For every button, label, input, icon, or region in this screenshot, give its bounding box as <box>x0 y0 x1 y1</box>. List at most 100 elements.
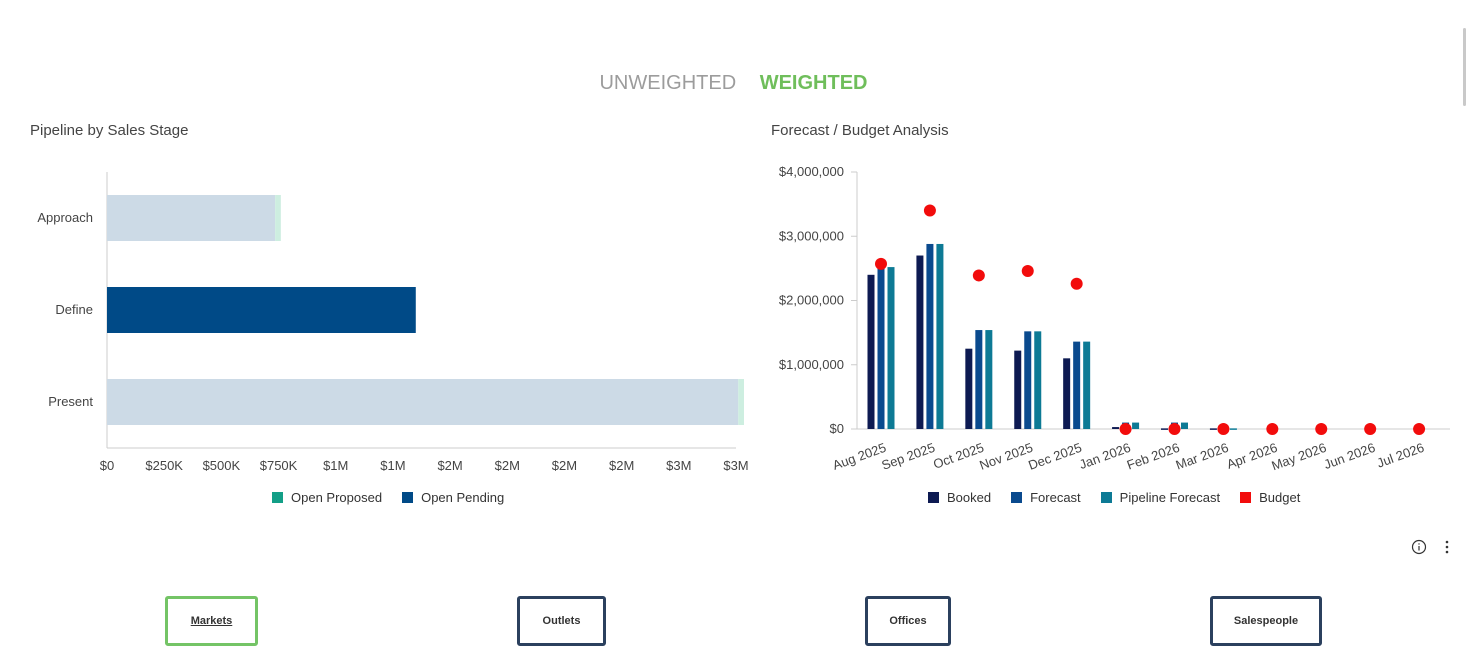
pipeline-chart-title: Pipeline by Sales Stage <box>30 122 189 139</box>
more-vertical-icon[interactable] <box>1438 538 1456 556</box>
x-tick-label: $1M <box>380 458 405 473</box>
forecast-chart: $0 $1,000,000 $2,000,000 $3,000,000 $4,000,0… <box>779 164 1450 473</box>
bar-booked <box>1112 427 1120 429</box>
bar-booked <box>916 255 924 429</box>
bar-pipeline-forecast <box>887 267 895 429</box>
bar-forecast <box>975 330 983 429</box>
budget-point <box>1119 423 1132 435</box>
y-tick-label: $1,000,000 <box>779 357 844 372</box>
legend-label: Pipeline Forecast <box>1119 490 1221 505</box>
tab-markets[interactable]: Markets <box>165 596 258 646</box>
legend-swatch <box>402 492 414 503</box>
bar-pipeline-forecast <box>936 243 944 429</box>
x-tick-label: $2M <box>495 458 520 473</box>
tab-outlets-label: Outlets <box>542 615 581 627</box>
bar-open-pending <box>107 287 416 333</box>
category-label: Present <box>48 394 93 409</box>
tab-outlets[interactable]: Outlets <box>517 596 606 646</box>
tab-salespeople-label: Salespeople <box>1233 615 1299 627</box>
bar-pipeline-forecast <box>1083 341 1091 429</box>
x-tick-label: Mar 2026 <box>1174 440 1231 473</box>
legend-swatch <box>272 492 283 503</box>
y-tick-label: $0 <box>830 421 844 436</box>
legend-item[interactable]: Budget <box>1240 490 1300 505</box>
x-tick-label: Aug 2025 <box>831 440 888 473</box>
legend-item[interactable]: Forecast <box>1011 490 1081 505</box>
bar-booked <box>1161 428 1168 430</box>
bar-booked <box>965 348 973 429</box>
bar-open-proposed <box>738 379 745 425</box>
budget-point <box>1364 423 1377 435</box>
forecast-legend: Booked Forecast Pipeline Forecast Budget <box>928 490 1320 505</box>
bar-forecast <box>1024 331 1032 429</box>
budget-point <box>1413 423 1426 435</box>
scrollbar-thumb[interactable] <box>1463 28 1466 106</box>
legend-label: Forecast <box>1030 490 1081 505</box>
x-tick-label: $2M <box>552 458 577 473</box>
bar-open-pending <box>107 379 739 425</box>
x-tick-label: $1M <box>323 458 348 473</box>
y-tick-label: $4,000,000 <box>779 164 844 179</box>
bar-booked <box>1063 358 1071 429</box>
pipeline-legend: Open Proposed Open Pending <box>272 490 524 505</box>
bar-pipeline-forecast <box>1229 428 1237 430</box>
x-tick-label: $750K <box>260 458 298 473</box>
tab-offices[interactable]: Offices <box>865 596 951 646</box>
legend-label: Booked <box>947 490 992 505</box>
budget-point <box>923 204 936 217</box>
bar-booked <box>1014 350 1022 429</box>
bar-open-proposed <box>275 195 281 241</box>
weighted-toggle[interactable]: WEIGHTED <box>759 72 868 94</box>
x-tick-label: $500K <box>203 458 241 473</box>
x-tick-label: $3M <box>723 458 748 473</box>
y-tick-label: $3,000,000 <box>779 228 844 243</box>
legend-label: Open Proposed <box>291 490 383 505</box>
x-tick-label: Jun 2026 <box>1322 440 1377 472</box>
budget-point <box>875 257 887 270</box>
x-tick-label: Dec 2025 <box>1026 440 1083 473</box>
legend-swatch <box>928 492 939 503</box>
x-tick-label: Jul 2026 <box>1375 440 1426 471</box>
bar-forecast <box>877 267 885 429</box>
y-tick-label: $2,000,000 <box>779 293 844 308</box>
info-icon[interactable] <box>1410 538 1428 556</box>
budget-point <box>1070 277 1083 290</box>
category-label: Define <box>55 302 93 317</box>
x-tick-label: $0 <box>100 458 114 473</box>
budget-point <box>1168 423 1181 435</box>
legend-swatch <box>1100 492 1112 503</box>
budget-point <box>972 269 985 282</box>
legend-label: Budget <box>1259 490 1301 505</box>
bar-pipeline-forecast <box>1181 422 1188 429</box>
x-tick-label: Oct 2025 <box>931 440 986 472</box>
budget-point <box>1315 423 1328 435</box>
budget-point <box>1266 423 1279 435</box>
x-tick-label: Sep 2025 <box>879 440 936 473</box>
x-tick-label: $3M <box>666 458 691 473</box>
budget-point <box>1021 264 1034 277</box>
x-tick-label: $2M <box>437 458 462 473</box>
legend-label: Open Pending <box>421 490 505 505</box>
legend-item[interactable]: Open Pending <box>402 490 504 505</box>
bar-pipeline-forecast <box>1034 331 1042 429</box>
tab-markets-label: Markets <box>190 615 233 627</box>
x-tick-label: Nov 2025 <box>977 440 1034 473</box>
pipeline-chart: Approach Define Present $0 $250K $500K $750K $1… <box>37 172 749 473</box>
budget-point <box>1217 423 1230 435</box>
category-label: Approach <box>37 210 93 225</box>
x-tick-label: $2M <box>609 458 634 473</box>
legend-swatch <box>1240 492 1252 503</box>
x-tick-label: Apr 2026 <box>1225 440 1280 472</box>
legend-item[interactable]: Pipeline Forecast <box>1100 490 1221 505</box>
bar-forecast <box>1073 341 1081 429</box>
legend-item[interactable]: Open Proposed <box>272 490 382 505</box>
tab-salespeople[interactable]: Salespeople <box>1210 596 1322 646</box>
bar-booked <box>867 274 875 429</box>
legend-item[interactable]: Booked <box>928 490 991 505</box>
x-tick-label: Jan 2026 <box>1077 440 1132 472</box>
tab-offices-label: Offices <box>889 615 927 627</box>
unweighted-toggle[interactable]: UNWEIGHTED <box>599 72 737 94</box>
bar-forecast <box>926 243 934 429</box>
bar-pipeline-forecast <box>1132 422 1140 429</box>
bar-pipeline-forecast <box>985 330 993 429</box>
